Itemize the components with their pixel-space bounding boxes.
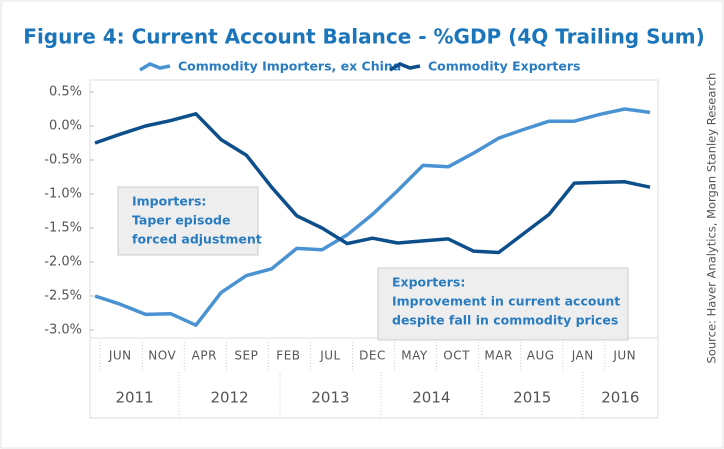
x-tick-label: AUG	[527, 349, 555, 363]
series-line	[94, 107, 651, 327]
chart-title: Figure 4: Current Account Balance - %GDP…	[23, 25, 704, 49]
annotation-text: Taper episode	[132, 213, 230, 228]
annotation-text: Importers:	[132, 194, 206, 209]
x-tick-label: SEP	[234, 349, 258, 363]
legend-label: Commodity Importers, ex China	[178, 59, 401, 74]
x-tick-label: JUN	[108, 349, 132, 363]
y-tick-label: 0.5%	[49, 85, 82, 100]
y-tick-label: -3.0%	[44, 323, 82, 338]
x-tick-label: DEC	[359, 349, 386, 363]
x-tick-label: JUL	[319, 349, 341, 363]
x-tick-label: MAR	[484, 349, 512, 363]
legend-swatch	[139, 62, 171, 72]
x-tick-label: APR	[192, 349, 217, 363]
annotation-text: forced adjustment	[132, 232, 262, 247]
year-label: 2012	[210, 389, 248, 407]
year-label: 2011	[115, 389, 153, 407]
annotation-text: Improvement in current account	[392, 294, 620, 309]
source: Source: Haver Analytics, Morgan Stanley …	[705, 73, 719, 364]
year-label: 2014	[412, 389, 450, 407]
year-label: 2016	[601, 389, 639, 407]
x-tick-label: OCT	[443, 349, 470, 363]
y-tick-label: -2.5%	[44, 289, 82, 304]
x-tick-label: JUN	[612, 349, 636, 363]
legend-label: Commodity Exporters	[428, 59, 580, 74]
y-tick-label: -0.5%	[44, 153, 82, 168]
plot-area	[89, 79, 659, 419]
y-tick-label: -1.0%	[44, 187, 82, 202]
y-tick-label: 0.0%	[49, 119, 82, 134]
x-tick-label: MAY	[401, 349, 428, 363]
annotation-box	[117, 186, 259, 256]
series-line	[94, 112, 651, 255]
annotation-box	[377, 267, 629, 341]
annotation-text: Exporters:	[392, 275, 465, 290]
year-label: 2013	[311, 389, 349, 407]
x-tick-label: JAN	[571, 349, 594, 363]
year-label: 2015	[513, 389, 551, 407]
legend-swatch	[389, 62, 421, 72]
y-tick-label: -2.0%	[44, 255, 82, 270]
annotation-text: despite fall in commodity prices	[392, 313, 618, 328]
x-tick-label: FEB	[276, 349, 300, 363]
y-tick-label: -1.5%	[44, 221, 82, 236]
x-tick-label: NOV	[148, 349, 176, 363]
